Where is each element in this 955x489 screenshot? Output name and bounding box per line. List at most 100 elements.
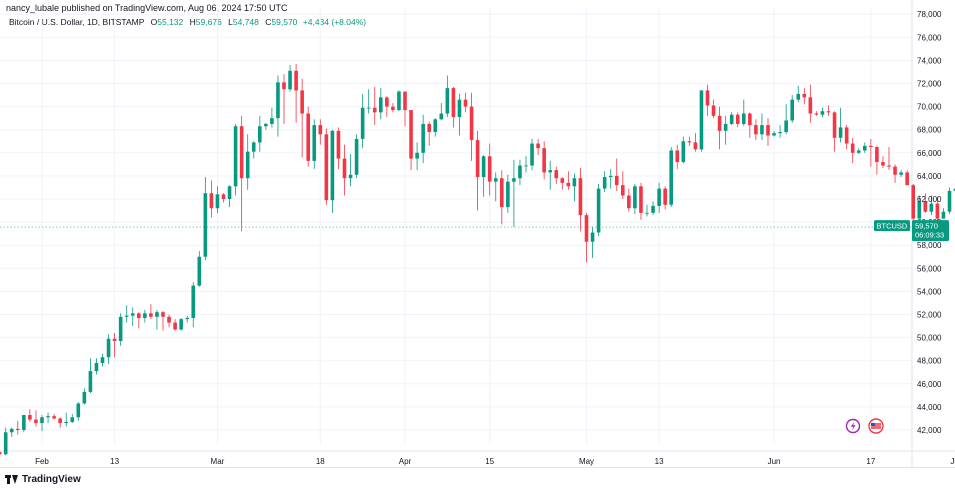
candle (300, 78, 304, 158)
candle-body (512, 178, 516, 182)
candle (360, 93, 365, 149)
candle (245, 134, 250, 190)
candle-body (385, 97, 389, 107)
candle (935, 196, 940, 223)
candle (602, 171, 607, 193)
footer-bar: TradingView (0, 467, 955, 489)
candle (887, 147, 891, 171)
candle-body (778, 132, 782, 134)
candle-body (348, 174, 353, 179)
y-tick-label: 76,000 (917, 33, 942, 42)
high-label: H (189, 17, 196, 27)
candle (197, 250, 202, 287)
candle (929, 195, 934, 216)
candle-body (233, 126, 238, 187)
candle (185, 315, 189, 323)
candle (693, 133, 698, 152)
candle-body (838, 127, 843, 138)
candle-body (760, 125, 764, 135)
candle (155, 309, 159, 330)
candle-body (342, 158, 347, 179)
candle-body (584, 215, 589, 242)
candle (270, 107, 274, 128)
candle (70, 413, 75, 424)
candle-body (421, 123, 425, 153)
candle (294, 63, 298, 123)
candle-body (723, 123, 728, 131)
candle (869, 138, 873, 167)
y-tick-label: 46,000 (917, 380, 942, 389)
candle-body (306, 113, 310, 161)
candle-body (433, 119, 438, 133)
candle-body (863, 145, 867, 151)
candle (790, 95, 794, 123)
candle-body (784, 120, 788, 133)
candle-body (463, 99, 468, 107)
candle (209, 180, 214, 218)
candle-body (137, 313, 141, 318)
candle-body (88, 371, 93, 392)
candle-body (820, 111, 825, 115)
candle-body (590, 232, 595, 242)
candle (947, 187, 952, 215)
price-chart[interactable]: 42,000 44,000 46,000 48,000 50,000 52,000 54,0… (0, 0, 955, 467)
price-axis[interactable]: 42,000 44,000 46,000 48,000 50,000 52,000 54,0… (917, 10, 942, 435)
candle (348, 153, 353, 187)
tradingview-logo[interactable]: TradingView (5, 474, 81, 485)
candle (167, 314, 171, 328)
time-axis[interactable]: Feb13Mar18Apr15May13Jun17Jul15Aug19 (35, 457, 955, 466)
candle (52, 413, 56, 420)
change-value: +4,434 (+8.04%) (302, 17, 367, 27)
candle (512, 159, 516, 227)
candle (469, 92, 474, 161)
candle (58, 417, 62, 428)
candle (124, 305, 129, 323)
candle-body (324, 134, 329, 201)
candle-body (645, 212, 649, 214)
candle (760, 113, 764, 141)
candle (76, 402, 81, 421)
candle-body (409, 110, 413, 159)
candle-body (608, 175, 613, 178)
candle-body (832, 112, 837, 138)
candle-body (796, 93, 801, 100)
candle-body (457, 99, 462, 117)
candle-body (651, 205, 655, 213)
candle-body (118, 316, 123, 342)
candle (306, 106, 310, 167)
candle (493, 172, 498, 202)
candle (863, 142, 867, 153)
candle (203, 177, 208, 261)
candle-body (675, 150, 680, 163)
candle (784, 104, 788, 135)
candle-body (566, 182, 571, 187)
x-tick-label: 17 (866, 457, 875, 466)
candle (584, 212, 589, 263)
y-tick-label: 56,000 (917, 264, 942, 273)
event-icons[interactable] (845, 418, 884, 434)
candle (288, 65, 292, 92)
candle (748, 112, 752, 138)
candle-body (826, 111, 831, 113)
candle (572, 173, 577, 202)
candle (729, 112, 734, 126)
candle-body (893, 166, 897, 175)
x-tick-label: Mar (211, 457, 225, 466)
candle (46, 412, 50, 424)
candle-body (451, 88, 456, 117)
candle-body (173, 322, 177, 330)
candle-body (808, 97, 813, 114)
candle (578, 167, 583, 232)
candle-body (130, 313, 135, 316)
x-tick-label: 18 (316, 457, 325, 466)
candle-body (209, 193, 214, 209)
candle-body (282, 82, 286, 90)
candle-body (379, 97, 383, 113)
candle (330, 129, 335, 213)
y-tick-label: 64,000 (917, 172, 942, 181)
y-tick-label: 42,000 (917, 426, 942, 435)
candle (34, 410, 38, 427)
candle (639, 182, 643, 220)
y-tick-label: 74,000 (917, 56, 942, 65)
us-flag-stripes (871, 423, 881, 429)
